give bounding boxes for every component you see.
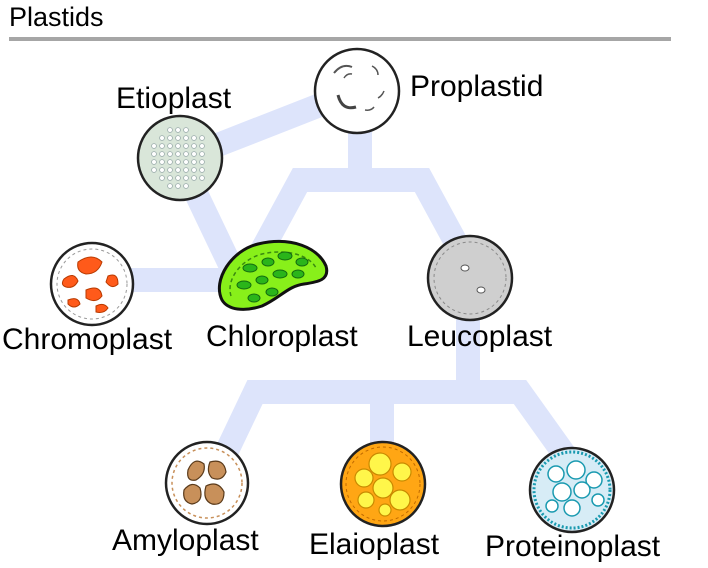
amyloplast-icon <box>164 440 250 526</box>
proplastid-label: Proplastid <box>410 70 544 103</box>
connector-to-leucoplast <box>360 168 471 256</box>
proteinoplast-label: Proteinoplast <box>485 530 661 563</box>
connector-to-proteinoplast <box>468 380 575 462</box>
proteinoplast-icon <box>528 446 616 534</box>
leucoplast-label: Leucoplast <box>407 320 553 353</box>
connector-lines <box>115 93 575 462</box>
connector-etioplast-chloroplast <box>181 179 246 281</box>
amyloplast-label: Amyloplast <box>112 524 259 557</box>
connector-proplastid-etioplast <box>200 93 325 162</box>
elaioplast-label: Elaioplast <box>309 528 440 561</box>
connector-to-amyloplast <box>214 380 468 461</box>
proplastid-icon <box>313 47 401 135</box>
connector-to-chloroplast <box>251 168 360 256</box>
elaioplast-icon <box>339 440 427 528</box>
etioplast-label: Etioplast <box>116 82 232 115</box>
chromoplast-icon <box>49 241 135 327</box>
leucoplast-icon <box>426 234 514 322</box>
title-divider <box>9 37 671 41</box>
etioplast-icon <box>136 114 224 202</box>
page-title: Plastids <box>9 2 104 32</box>
chloroplast-icon <box>217 239 329 311</box>
chloroplast-label: Chloroplast <box>206 320 358 353</box>
chromoplast-label: Chromoplast <box>2 323 173 356</box>
